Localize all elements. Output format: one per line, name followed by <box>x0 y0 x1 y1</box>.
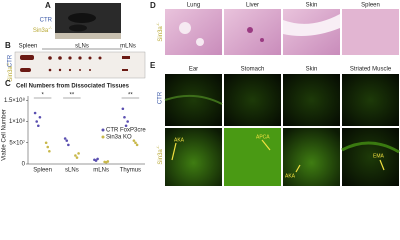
panel-label: D <box>150 1 156 10</box>
data-point <box>134 141 137 145</box>
row-label: Sin3a-/- <box>5 62 14 82</box>
row-label: CTR <box>158 91 164 104</box>
x-tick-label: sLNs <box>65 168 79 174</box>
y-axis-label: Viable Cell Number <box>2 109 8 161</box>
significance: * <box>41 93 44 99</box>
histology <box>165 9 399 55</box>
data-point <box>37 124 40 128</box>
annotation: APCA <box>256 134 270 140</box>
panel-label: C <box>5 79 11 88</box>
row-label: Sin3a-/- <box>155 22 164 42</box>
column-label: Stomach <box>241 67 265 73</box>
y-tick-label: 1.5×10⁸ <box>4 97 26 104</box>
legend-marker <box>101 128 105 132</box>
data-point <box>46 145 50 149</box>
row-label: Sin3a-/- <box>155 145 164 165</box>
column-label: Ear <box>189 67 198 73</box>
y-tick-label: 1×10⁸ <box>9 118 26 125</box>
arrows <box>171 139 385 173</box>
mouse <box>68 13 96 23</box>
data-point <box>132 139 136 142</box>
row-label: CTR <box>40 18 53 24</box>
data-point <box>106 160 110 163</box>
row-label: Sin3a-/- <box>33 25 53 34</box>
column-label: Skin <box>306 67 318 73</box>
photo <box>14 51 146 79</box>
panel-label: B <box>5 41 11 50</box>
legend-entry: CTR FoxP3cre <box>106 128 146 134</box>
data-point <box>48 149 51 153</box>
data-point <box>74 154 77 157</box>
data-point <box>121 107 125 111</box>
row-label: CTR <box>8 54 14 67</box>
panel-label: A <box>45 1 51 10</box>
data-point <box>75 156 79 159</box>
y-tick-label: 0 <box>22 162 26 168</box>
data-point <box>124 124 128 128</box>
figure: A CTR Sin3a-/- B Spleen sLNs mLNs CTR Si… <box>2 1 400 186</box>
significance: ** <box>70 93 75 99</box>
ruler <box>55 33 121 39</box>
column-label: Liver <box>246 3 259 9</box>
column-label: Spleen <box>19 44 38 50</box>
organs <box>20 55 130 72</box>
significance: ** <box>128 93 133 99</box>
fluorescence <box>164 74 400 186</box>
data-point <box>96 157 99 161</box>
data-point <box>38 115 42 119</box>
data-point <box>33 111 37 115</box>
data-point <box>135 143 139 147</box>
column-label: Lung <box>187 3 200 9</box>
data-point <box>65 139 69 142</box>
annotation: EMA <box>373 153 385 159</box>
data-point <box>63 137 67 140</box>
x-tick-label: Spleen <box>33 168 52 174</box>
column-label: Skin <box>306 3 318 9</box>
annotation: AKA <box>174 137 185 143</box>
data-point <box>67 143 70 147</box>
data-point <box>126 120 129 123</box>
panel-label: E <box>150 61 156 70</box>
data-point <box>35 120 39 123</box>
data-point <box>44 141 48 145</box>
data-point <box>77 152 80 155</box>
mouse <box>69 24 87 32</box>
x-tick-label: mLNs <box>93 168 109 174</box>
legend-marker <box>101 135 105 139</box>
column-label: Striated Muscle <box>350 67 392 73</box>
legend-entry: Sin3a KO <box>106 135 132 141</box>
y-tick-label: 5×10⁷ <box>9 139 25 146</box>
data-point <box>94 159 98 162</box>
column-label: Spleen <box>361 3 380 9</box>
chart-title: Cell Numbers from Dissociated Tissues <box>16 84 130 90</box>
data-point <box>123 115 126 119</box>
x-tick-label: Thymus <box>120 168 141 174</box>
column-label: mLNs <box>120 44 136 50</box>
annotation: AKA <box>285 173 296 179</box>
column-label: sLNs <box>75 44 89 50</box>
